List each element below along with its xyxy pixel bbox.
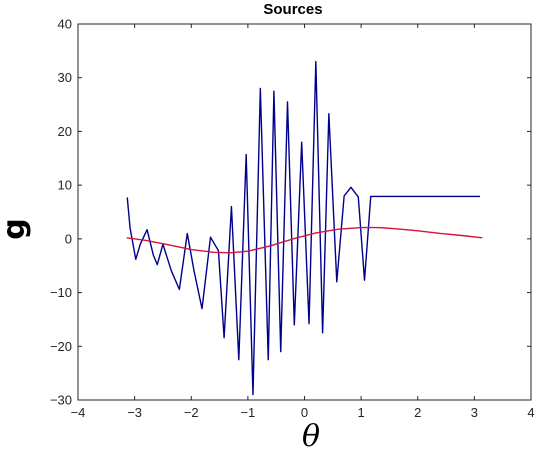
x-tick-label: −1 <box>240 405 255 420</box>
y-tick-label: 10 <box>58 178 72 193</box>
y-tick-label: 30 <box>58 70 72 85</box>
y-tick-label: 0 <box>65 231 72 246</box>
x-tick-label: 1 <box>358 405 365 420</box>
y-tick-label: −10 <box>50 285 72 300</box>
x-tick-label: −3 <box>127 405 142 420</box>
axis-ticks <box>77 23 532 401</box>
x-tick-label: 2 <box>414 405 421 420</box>
x-tick-label: 4 <box>527 405 534 420</box>
x-tick-label: −2 <box>184 405 199 420</box>
x-tick-label: −4 <box>71 405 86 420</box>
x-tick-label: 3 <box>471 405 478 420</box>
y-tick-label: 20 <box>58 124 72 139</box>
y-axis-label: g <box>0 218 32 239</box>
y-tick-label: −30 <box>50 393 72 408</box>
x-axis-label: θ <box>302 419 320 454</box>
y-tick-label: 40 <box>58 17 72 32</box>
data-series-group <box>126 60 483 396</box>
series-line-1 <box>126 60 481 396</box>
series-line-2 <box>126 226 483 254</box>
x-tick-label: 0 <box>301 405 308 420</box>
chart-title: Sources <box>263 1 322 18</box>
y-tick-label: −20 <box>50 339 72 354</box>
